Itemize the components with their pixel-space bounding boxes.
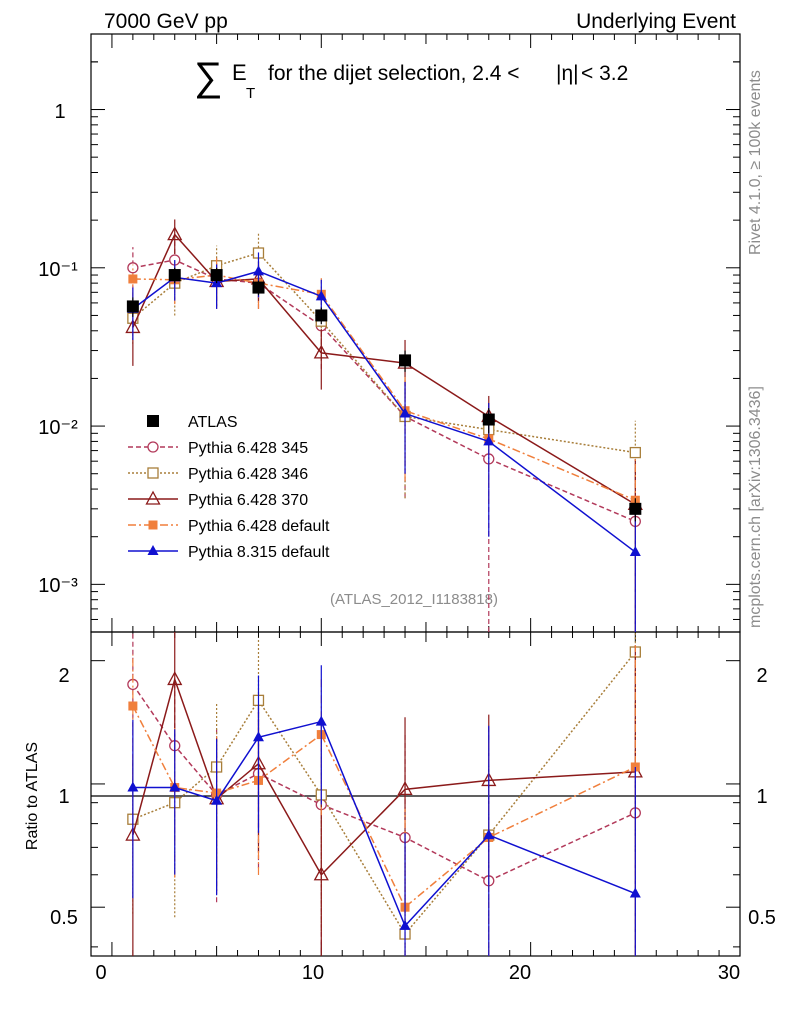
main-panel-frame <box>90 33 741 633</box>
series-line <box>132 259 636 523</box>
series-atlas <box>126 267 642 522</box>
data-point <box>252 281 265 294</box>
legend-label: Pythia 6.428 346 <box>188 466 308 483</box>
svg-text:10⁻³: 10⁻³ <box>38 575 78 597</box>
data-point <box>128 701 138 711</box>
data-point <box>399 407 411 418</box>
data-point <box>483 829 495 840</box>
data-point <box>128 274 138 284</box>
data-point <box>315 290 327 301</box>
data-point <box>397 780 413 796</box>
data-point <box>629 887 641 898</box>
data-point <box>145 490 161 505</box>
legend-label: ATLAS <box>188 414 238 431</box>
data-point <box>126 300 139 313</box>
svg-text:10⁻¹: 10⁻¹ <box>38 259 78 281</box>
data-point <box>127 781 139 792</box>
series-line <box>132 252 636 454</box>
ratio-panel-frame <box>90 631 741 957</box>
x-tick-label: 10 <box>302 962 324 984</box>
ratio-line <box>132 676 636 877</box>
legend-label: Pythia 8.315 default <box>188 544 330 561</box>
ratio-tick-label-right: 0.5 <box>748 907 776 929</box>
header-left: 7000 GeV pp <box>104 10 228 33</box>
data-point <box>629 446 641 459</box>
data-point <box>211 794 223 805</box>
header-right: Underlying Event <box>576 10 736 33</box>
data-point <box>168 269 181 282</box>
ratio-tick-label-right: 2 <box>756 665 767 687</box>
svg-text:1: 1 <box>54 101 65 123</box>
ratio-tick-label-right: 1 <box>756 786 767 808</box>
data-point <box>210 269 223 282</box>
ratio-tick-label: 1 <box>58 786 69 808</box>
legend-label: Pythia 6.428 345 <box>188 440 308 457</box>
y-tick-label: 10⁻¹ <box>38 259 78 281</box>
data-point <box>313 344 329 359</box>
series-line <box>132 233 636 506</box>
svg-text:10⁻²: 10⁻² <box>38 417 78 439</box>
title-sigma: ∑ <box>194 55 223 99</box>
data-point <box>147 415 159 427</box>
data-point <box>147 467 159 479</box>
title-t: T <box>246 85 255 102</box>
title-e: E <box>232 60 247 85</box>
x-tick-label: 20 <box>509 962 531 984</box>
title-end: < 3.2 <box>581 62 628 85</box>
data-point <box>169 781 181 792</box>
y-tick-label: 10⁻³ <box>38 575 78 597</box>
data-point <box>147 545 159 555</box>
data-point <box>147 441 159 453</box>
data-point <box>148 520 158 530</box>
data-point <box>629 502 642 515</box>
rivet-label: Rivet 4.1.0, ≥ 100k events <box>747 70 764 255</box>
ratio-axis-label: Ratio to ATLAS <box>24 742 41 850</box>
data-point <box>315 715 327 726</box>
title-text: for the dijet selection, 2.4 < <box>268 62 520 85</box>
data-point <box>252 265 264 276</box>
ratio-tick-label: 2 <box>58 665 69 687</box>
ratio-line <box>132 651 636 936</box>
legend-label: Pythia 6.428 370 <box>188 492 308 509</box>
x-tick-label: 0 <box>95 962 106 984</box>
data-point <box>629 546 641 557</box>
ratio-line <box>132 684 636 882</box>
ratio-line <box>132 705 636 909</box>
data-point <box>399 354 412 367</box>
data-point <box>482 413 495 426</box>
series-line <box>132 270 636 553</box>
data-point <box>315 309 328 322</box>
y-tick-label: 1 <box>54 101 65 123</box>
data-point <box>167 671 183 686</box>
y-tick-label: 10⁻² <box>38 417 78 439</box>
mcplots-label: mcplots.cern.ch [arXiv:1306.3436] <box>747 386 764 628</box>
analysis-watermark: (ATLAS_2012_I1183818) <box>330 591 498 608</box>
x-tick-label: 30 <box>718 962 740 984</box>
data-point <box>483 435 495 446</box>
ratio-line <box>132 720 636 928</box>
legend-label: Pythia 6.428 default <box>188 518 330 535</box>
title-eta: |η| <box>556 62 579 85</box>
data-point <box>313 866 329 881</box>
data-point <box>127 262 139 274</box>
data-point <box>399 919 411 930</box>
ratio-tick-label: 0.5 <box>50 907 78 929</box>
data-point <box>167 226 183 241</box>
data-point <box>252 731 264 742</box>
legend: ATLAS Pythia 6.428 345 Pythia 6.428 346 … <box>188 414 330 561</box>
